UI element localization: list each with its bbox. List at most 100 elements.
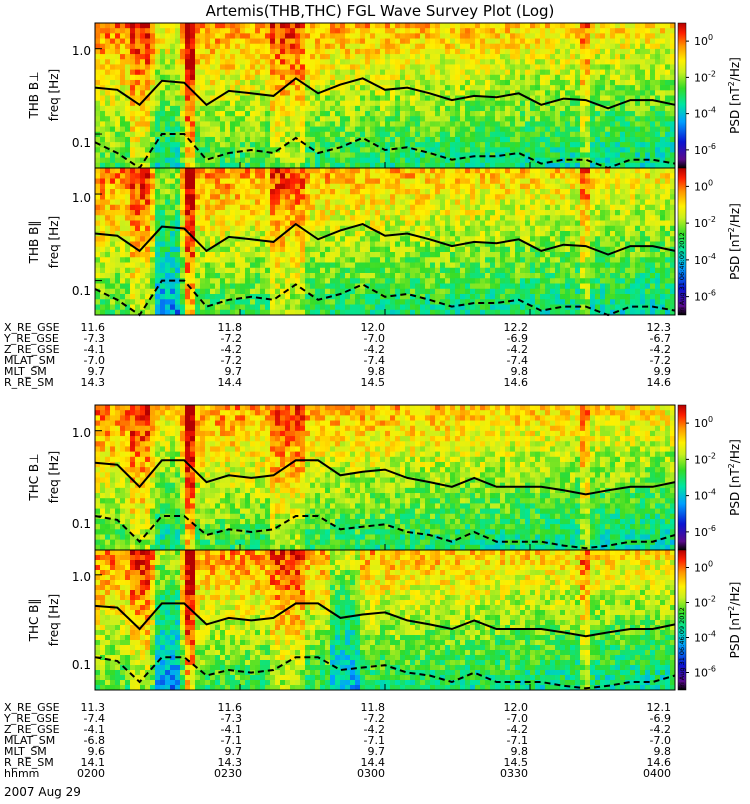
- heatmap-cell: [110, 200, 115, 206]
- heatmap-cell: [585, 142, 590, 148]
- heatmap-cell: [110, 28, 115, 34]
- heatmap-cell: [190, 215, 195, 221]
- heatmap-cell: [205, 205, 210, 211]
- heatmap-cell: [320, 39, 325, 45]
- heatmap-cell: [315, 44, 320, 50]
- heatmap-cell: [330, 106, 335, 112]
- heatmap-cell: [170, 137, 175, 143]
- heatmap-cell: [300, 179, 305, 185]
- heatmap-cell: [275, 132, 280, 138]
- heatmap-cell: [565, 121, 570, 127]
- heatmap-cell: [580, 106, 585, 112]
- heatmap-cell: [230, 70, 235, 76]
- heatmap-cell: [450, 116, 455, 122]
- heatmap-cell: [400, 127, 405, 133]
- heatmap-cell: [465, 106, 470, 112]
- heatmap-cell: [450, 39, 455, 45]
- heatmap-cell: [290, 49, 295, 55]
- heatmap-cell: [135, 80, 140, 86]
- heatmap-cell: [120, 252, 125, 258]
- heatmap-cell: [565, 137, 570, 143]
- heatmap-cell: [380, 116, 385, 122]
- heatmap-cell: [270, 121, 275, 127]
- heatmap-cell: [100, 75, 105, 81]
- heatmap-cell: [275, 168, 280, 174]
- heatmap-cell: [95, 147, 100, 153]
- heatmap-cell: [310, 116, 315, 122]
- heatmap-cell: [470, 23, 475, 29]
- heatmap-cell: [615, 106, 620, 112]
- heatmap-cell: [315, 257, 320, 263]
- heatmap-cell: [295, 101, 300, 107]
- heatmap-cell: [400, 200, 405, 206]
- heatmap-cell: [205, 127, 210, 133]
- heatmap-cell: [135, 90, 140, 96]
- heatmap-cell: [375, 168, 380, 174]
- heatmap-cell: [240, 33, 245, 39]
- heatmap-cell: [635, 80, 640, 86]
- heatmap-cell: [665, 127, 670, 133]
- heatmap-cell: [345, 189, 350, 195]
- heatmap-cell: [210, 23, 215, 29]
- heatmap-cell: [535, 28, 540, 34]
- heatmap-cell: [195, 215, 200, 221]
- heatmap-cell: [580, 64, 585, 70]
- heatmap-cell: [215, 194, 220, 200]
- heatmap-cell: [260, 44, 265, 50]
- heatmap-cell: [200, 33, 205, 39]
- heatmap-cell: [185, 147, 190, 153]
- heatmap-cell: [160, 111, 165, 117]
- heatmap-cell: [360, 54, 365, 60]
- heatmap-cell: [120, 111, 125, 117]
- heatmap-cell: [630, 85, 635, 91]
- heatmap-cell: [520, 147, 525, 153]
- heatmap-cell: [175, 147, 180, 153]
- heatmap-cell: [230, 189, 235, 195]
- heatmap-cell: [630, 127, 635, 133]
- heatmap-cell: [335, 39, 340, 45]
- heatmap-cell: [620, 96, 625, 102]
- heatmap-cell: [115, 184, 120, 190]
- heatmap-cell: [325, 116, 330, 122]
- heatmap-cell: [380, 284, 385, 290]
- heatmap-cell: [245, 106, 250, 112]
- heatmap-cell: [245, 231, 250, 237]
- heatmap-cell: [525, 80, 530, 86]
- heatmap-cell: [385, 158, 390, 164]
- heatmap-cell: [275, 152, 280, 158]
- heatmap-cell: [235, 111, 240, 117]
- heatmap-cell: [545, 64, 550, 70]
- heatmap-cell: [480, 127, 485, 133]
- heatmap-cell: [625, 23, 630, 29]
- heatmap-cell: [505, 85, 510, 91]
- heatmap-cell: [480, 101, 485, 107]
- heatmap-cell: [385, 64, 390, 70]
- heatmap-cell: [285, 96, 290, 102]
- heatmap-cell: [575, 59, 580, 65]
- heatmap-cell: [100, 179, 105, 185]
- heatmap-cell: [460, 75, 465, 81]
- heatmap-cell: [175, 137, 180, 143]
- heatmap-cell: [340, 263, 345, 269]
- heatmap-cell: [205, 215, 210, 221]
- heatmap-cell: [135, 273, 140, 279]
- heatmap-cell: [295, 278, 300, 284]
- heatmap-cell: [500, 101, 505, 107]
- heatmap-cell: [195, 305, 200, 311]
- heatmap-cell: [160, 252, 165, 258]
- heatmap-cell: [655, 39, 660, 45]
- heatmap-cell: [455, 64, 460, 70]
- heatmap-cell: [300, 200, 305, 206]
- heatmap-cell: [585, 116, 590, 122]
- heatmap-cell: [575, 39, 580, 45]
- heatmap-cell: [190, 147, 195, 153]
- heatmap-cell: [255, 23, 260, 29]
- heatmap-cell: [130, 284, 135, 290]
- heatmap-cell: [210, 284, 215, 290]
- heatmap-cell: [380, 59, 385, 65]
- heatmap-cell: [315, 284, 320, 290]
- heatmap-cell: [215, 184, 220, 190]
- heatmap-cell: [380, 70, 385, 76]
- heatmap-cell: [505, 39, 510, 45]
- heatmap-cell: [375, 205, 380, 211]
